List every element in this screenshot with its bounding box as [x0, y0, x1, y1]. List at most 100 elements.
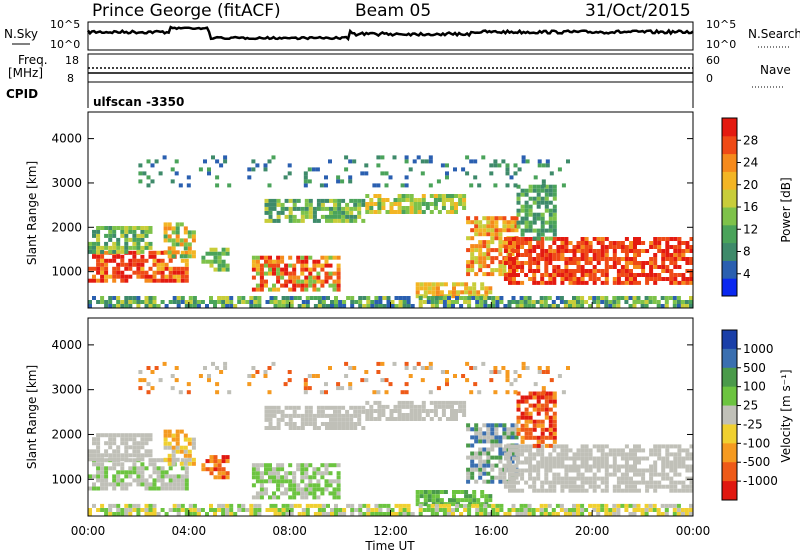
power-cell: [612, 265, 617, 269]
velocity-cell: [349, 413, 354, 418]
power-cell: [408, 167, 413, 172]
velocity-cell: [168, 478, 173, 483]
velocity-cell: [552, 419, 557, 424]
power-cell: [296, 259, 301, 264]
velocity-cell: [268, 413, 273, 418]
power-cell: [132, 237, 137, 242]
velocity-cell: [446, 404, 450, 409]
velocity-cell: [132, 503, 137, 508]
velocity-cell: [156, 474, 161, 479]
power-cell: [624, 245, 629, 249]
velocity-cell: [116, 503, 121, 508]
power-cell: [172, 300, 177, 304]
velocity-cell: [681, 488, 686, 493]
velocity-cell: [464, 490, 469, 494]
velocity-cell: [560, 456, 565, 461]
velocity-cell: [454, 417, 458, 421]
noise-panel: [87, 21, 694, 51]
power-cell: [418, 300, 423, 304]
velocity-cell: [268, 426, 273, 430]
velocity-cell: [120, 453, 125, 458]
power-cell: [184, 274, 189, 279]
power-cell: [362, 304, 367, 308]
velocity-cell: [397, 413, 402, 417]
velocity-cell: [620, 488, 625, 493]
power-cell: [452, 290, 456, 295]
power-cell: [417, 198, 422, 202]
power-cell: [268, 214, 273, 219]
velocity-cell: [337, 422, 342, 426]
velocity-cell: [280, 491, 285, 496]
power-cell: [386, 300, 391, 304]
velocity-cell: [616, 464, 621, 469]
velocity-cell: [560, 464, 565, 469]
power-cell: [653, 245, 658, 249]
power-cell: [540, 220, 545, 225]
power-cell: [390, 300, 395, 304]
power-cell: [213, 267, 218, 272]
velocity-cell: [649, 472, 654, 477]
power-cell: [284, 267, 289, 272]
power-cell: [552, 273, 557, 277]
velocity-cell: [241, 508, 246, 512]
power-cell: [365, 206, 370, 210]
power-cell: [548, 220, 553, 225]
power-cell: [192, 300, 197, 304]
velocity-cell: [520, 435, 525, 440]
power-cell: [616, 261, 621, 265]
power-cell: [468, 286, 473, 291]
power-cell: [357, 206, 362, 211]
velocity-cell: [390, 508, 395, 512]
power-cell: [532, 228, 537, 233]
velocity-cell: [300, 422, 305, 426]
power-cell: [514, 256, 519, 261]
power-cell: [192, 296, 197, 300]
power-cell: [588, 273, 593, 277]
power-cell: [265, 300, 270, 304]
velocity-cell: [568, 468, 573, 473]
power-cell: [397, 194, 402, 198]
power-cell: [588, 245, 593, 249]
velocity-cell: [192, 508, 197, 512]
velocity-cell: [661, 464, 666, 469]
power-cell: [464, 286, 469, 291]
velocity-cell: [209, 459, 214, 464]
velocity-cell: [548, 460, 553, 465]
velocity-cell: [333, 409, 337, 414]
velocity-cell: [556, 460, 561, 465]
velocity-cell: [296, 487, 301, 492]
velocity-cell: [545, 370, 550, 374]
velocity-cell: [175, 441, 180, 446]
velocity-cell: [152, 512, 157, 516]
power-cell: [540, 257, 545, 261]
velocity-cell: [661, 444, 666, 449]
power-cell: [180, 300, 185, 304]
velocity-cell: [681, 484, 686, 489]
velocity-cell: [304, 471, 309, 476]
power-cell: [120, 304, 125, 308]
power-cell: [184, 266, 189, 271]
velocity-cell: [186, 390, 191, 395]
power-cell: [168, 266, 173, 271]
power-cell: [276, 271, 281, 276]
velocity-cell: [681, 480, 686, 485]
velocity-cell: [330, 512, 334, 516]
velocity-cell: [519, 512, 524, 516]
velocity-cell: [653, 460, 658, 465]
power-cell: [144, 226, 149, 230]
power-cell: [451, 300, 455, 304]
velocity-cell: [184, 458, 189, 463]
power-cell: [428, 183, 433, 188]
power-cell: [112, 278, 117, 283]
velocity-cell: [494, 435, 499, 440]
power-cell: [184, 270, 189, 275]
velocity-cell: [536, 423, 541, 428]
velocity-cell: [393, 404, 398, 409]
power-cell: [445, 163, 449, 168]
velocity-cell: [637, 480, 641, 485]
velocity-cell: [437, 400, 442, 405]
velocity-cell: [136, 478, 141, 483]
velocity-cell: [304, 491, 309, 496]
velocity-cell: [608, 512, 613, 516]
power-cell: [292, 202, 297, 207]
